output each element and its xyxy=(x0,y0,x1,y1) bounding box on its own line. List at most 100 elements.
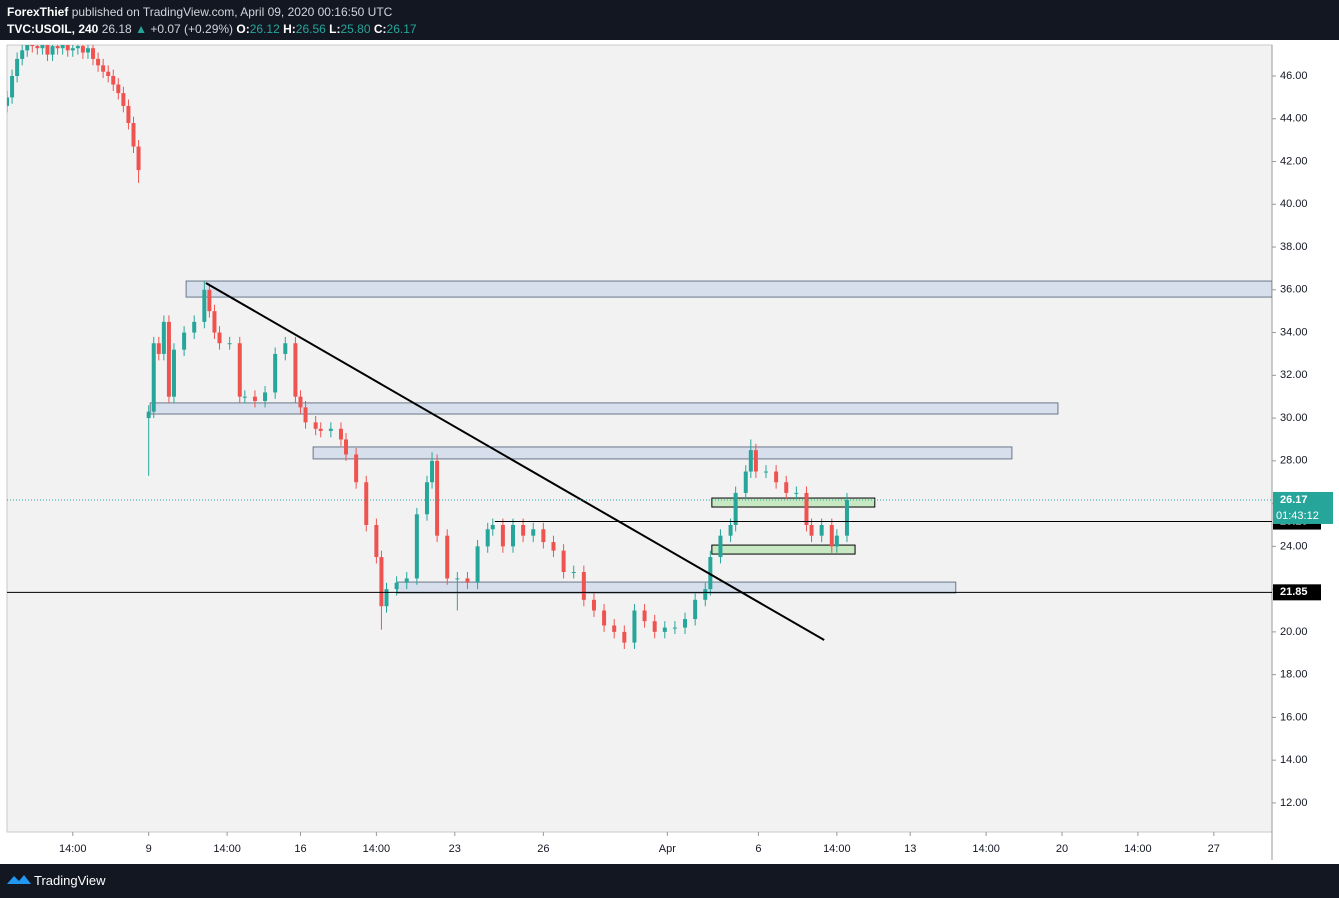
trendline xyxy=(205,282,825,641)
candle-body xyxy=(384,589,389,607)
candle-body xyxy=(708,557,713,590)
candle-body xyxy=(207,289,212,312)
candle-body xyxy=(45,45,50,55)
zone xyxy=(312,446,1013,460)
candle-body xyxy=(511,524,515,547)
h: 26.56 xyxy=(295,22,326,36)
x-tick-label: 27 xyxy=(1208,843,1220,855)
y-tick-label: 44.00 xyxy=(1280,113,1308,125)
candle-body xyxy=(642,610,647,622)
y-tick-label: 46.00 xyxy=(1280,70,1308,82)
candle-body xyxy=(733,492,738,525)
candle-body xyxy=(784,482,789,493)
h-label: H: xyxy=(283,22,296,36)
y-tick-label: 30.00 xyxy=(1280,412,1308,424)
y-tick-label: 34.00 xyxy=(1280,326,1308,338)
change: +0.07 (+0.29%) xyxy=(150,22,234,36)
x-tick-label: 14:00 xyxy=(823,843,851,855)
logo xyxy=(7,875,31,884)
x-tick-label: 14:00 xyxy=(1124,843,1152,855)
last-price-label: 26.17 xyxy=(1280,494,1308,506)
candle-body xyxy=(96,58,101,66)
candle-body xyxy=(55,46,60,49)
candle-body xyxy=(50,46,55,55)
candle-body xyxy=(273,353,278,393)
zone xyxy=(711,544,856,555)
candle-body xyxy=(764,471,768,473)
plot-area xyxy=(6,44,1273,833)
candle-body xyxy=(445,535,450,579)
candle-body xyxy=(242,396,247,398)
candle-body xyxy=(465,578,470,583)
candle-body xyxy=(10,76,15,98)
candle-body xyxy=(252,396,257,401)
price-tag-label: 21.85 xyxy=(1280,586,1308,598)
candle-body xyxy=(693,599,698,620)
candle-body xyxy=(774,471,779,483)
candle-body xyxy=(328,428,333,431)
published: published on TradingView.com, April 09, … xyxy=(71,5,393,19)
candle-body xyxy=(364,482,369,525)
candle-body xyxy=(748,450,753,472)
candle-body xyxy=(101,65,106,72)
zone xyxy=(396,581,957,594)
o: 26.12 xyxy=(249,22,280,36)
candle-body xyxy=(70,48,75,51)
candle-body xyxy=(672,627,677,629)
candle-body xyxy=(455,578,460,580)
candle-body xyxy=(40,45,45,49)
o-label: O: xyxy=(236,22,250,36)
candle-body xyxy=(338,428,343,440)
candle-body xyxy=(743,471,748,493)
candle-body xyxy=(844,499,849,536)
y-tick-label: 24.00 xyxy=(1280,540,1308,552)
x-tick-label: 26 xyxy=(537,843,549,855)
candle-body xyxy=(293,343,298,397)
candle-body xyxy=(303,407,308,423)
candle-body xyxy=(166,321,171,397)
arrow: ▲ xyxy=(135,22,147,36)
candle-body xyxy=(404,578,409,583)
x-tick-label: 6 xyxy=(755,843,761,855)
candle-body xyxy=(718,535,723,558)
candle-body xyxy=(531,529,536,536)
candle-body xyxy=(430,460,435,483)
candle-body xyxy=(106,71,111,77)
candle-body xyxy=(521,524,526,536)
candle-body xyxy=(85,48,90,53)
x-tick-label: 14:00 xyxy=(972,843,1000,855)
candle-body xyxy=(161,321,166,354)
countdown: 01:43:12 xyxy=(1276,510,1319,522)
candle-body xyxy=(25,45,30,51)
candle-body xyxy=(591,599,596,611)
x-tick-label: 13 xyxy=(904,843,916,855)
price: 26.18 xyxy=(101,22,132,36)
candle-body xyxy=(703,589,708,600)
candle-body xyxy=(156,343,161,354)
candle-body xyxy=(126,105,131,124)
candle-body xyxy=(121,93,126,106)
candle-body xyxy=(263,392,268,401)
c: 26.17 xyxy=(386,22,417,36)
candle-body xyxy=(475,546,480,583)
candle-body xyxy=(111,76,116,85)
candle-body xyxy=(809,524,814,536)
candle-body xyxy=(581,572,586,600)
candle-body xyxy=(15,58,20,77)
candle-body xyxy=(151,343,156,412)
zone xyxy=(185,280,1272,298)
candle-body xyxy=(35,46,40,49)
candle-body xyxy=(829,524,834,547)
candle-body xyxy=(834,535,839,547)
y-tick-label: 36.00 xyxy=(1280,284,1308,296)
candle-body xyxy=(435,460,440,536)
x-tick-label: 20 xyxy=(1056,843,1068,855)
candle-body xyxy=(354,454,359,483)
candle-body xyxy=(794,492,799,494)
y-tick-label: 32.00 xyxy=(1280,369,1308,381)
candle-body xyxy=(318,428,323,431)
candle-body xyxy=(75,46,80,49)
candle-body xyxy=(662,627,667,632)
x-tick-label: 16 xyxy=(294,843,306,855)
candle-body xyxy=(551,542,556,551)
